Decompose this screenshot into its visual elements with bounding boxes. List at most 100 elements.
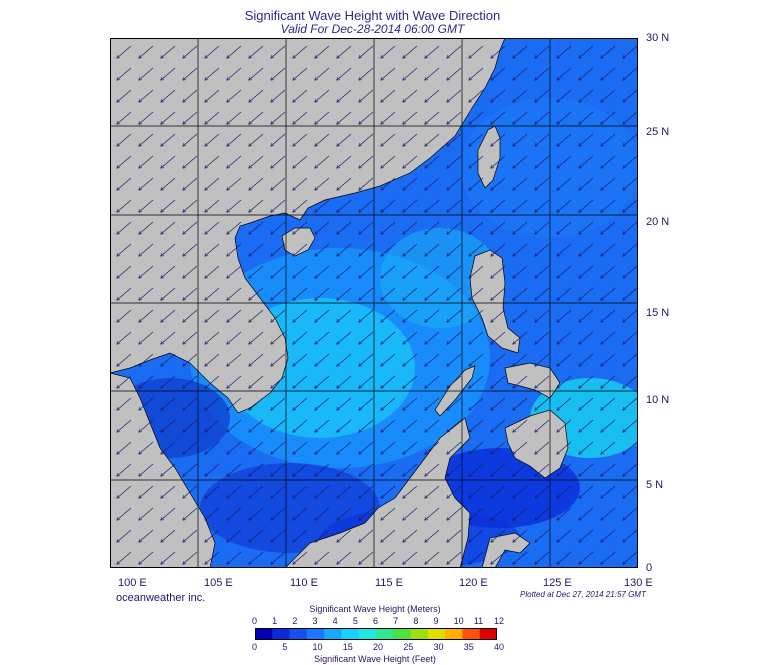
wave-direction-arrow xyxy=(601,397,616,410)
wave-direction-arrow xyxy=(205,375,220,388)
wave-direction-arrow xyxy=(161,397,176,410)
wave-direction-arrow xyxy=(535,243,550,256)
wave-direction-arrow xyxy=(579,221,594,234)
wave-direction-arrow xyxy=(359,287,374,300)
wave-direction-arrow xyxy=(557,485,572,498)
wave-direction-arrow xyxy=(623,67,638,80)
wave-direction-arrow xyxy=(161,309,176,322)
wave-direction-arrow xyxy=(205,507,220,520)
wave-direction-arrow xyxy=(557,287,572,300)
wave-direction-arrow xyxy=(205,177,220,190)
wave-direction-arrow xyxy=(403,133,418,146)
wave-direction-arrow xyxy=(315,45,330,58)
wave-direction-arrow xyxy=(513,485,528,498)
wave-direction-arrow xyxy=(359,111,374,124)
wave-direction-arrow xyxy=(337,485,352,498)
wave-direction-arrow xyxy=(139,419,154,432)
wave-direction-arrow xyxy=(601,67,616,80)
colorbar-swatch xyxy=(376,628,394,640)
lon-label-110e: 110 E xyxy=(290,577,318,589)
wave-direction-arrow xyxy=(161,419,176,432)
wave-direction-arrow xyxy=(623,375,638,388)
lat-label-25n: 25 N xyxy=(646,126,670,138)
wave-direction-arrow xyxy=(469,67,484,80)
wave-direction-arrow xyxy=(557,441,572,454)
colorbar-meters-tick: 0 xyxy=(252,616,258,626)
wave-direction-arrow xyxy=(315,133,330,146)
wave-direction-arrow xyxy=(491,67,506,80)
wave-direction-arrow xyxy=(579,529,594,542)
wave-direction-arrow xyxy=(425,309,440,322)
wave-direction-arrow xyxy=(623,199,638,212)
wave-direction-arrow xyxy=(513,287,528,300)
wave-direction-arrow xyxy=(139,133,154,146)
wave-direction-arrow xyxy=(579,485,594,498)
wave-direction-arrow xyxy=(535,441,550,454)
wave-direction-arrow xyxy=(491,177,506,190)
wave-direction-arrow xyxy=(469,243,484,256)
wave-direction-arrow xyxy=(491,529,506,542)
wave-direction-arrow xyxy=(623,287,638,300)
wave-direction-arrow xyxy=(337,155,352,168)
wave-direction-arrow xyxy=(491,309,506,322)
wave-direction-arrow xyxy=(337,529,352,542)
wave-direction-arrow xyxy=(161,529,176,542)
wave-direction-arrow xyxy=(557,507,572,520)
wave-direction-arrow xyxy=(161,287,176,300)
wave-direction-arrow xyxy=(447,507,462,520)
wave-direction-arrow xyxy=(359,397,374,410)
wave-direction-arrow xyxy=(469,309,484,322)
wave-direction-arrow xyxy=(359,309,374,322)
wave-direction-arrow xyxy=(469,397,484,410)
wave-direction-arrow xyxy=(271,529,286,542)
wave-direction-arrow xyxy=(227,111,242,124)
wave-direction-arrow xyxy=(205,551,220,564)
wave-direction-arrow xyxy=(623,485,638,498)
wave-direction-arrow xyxy=(183,441,198,454)
wave-direction-arrow xyxy=(491,155,506,168)
wave-direction-arrow xyxy=(117,441,132,454)
wave-direction-arrow xyxy=(161,221,176,234)
wave-direction-arrow xyxy=(381,353,396,366)
wave-direction-arrow xyxy=(227,463,242,476)
wave-direction-arrow xyxy=(227,309,242,322)
wave-direction-arrow xyxy=(117,287,132,300)
wave-direction-arrow xyxy=(381,485,396,498)
wave-direction-arrow xyxy=(381,287,396,300)
wave-direction-arrow xyxy=(447,441,462,454)
colorbar-meters-tick: 7 xyxy=(393,616,399,626)
wave-direction-arrow xyxy=(359,419,374,432)
wave-direction-arrow xyxy=(183,551,198,564)
lon-label-120e: 120 E xyxy=(459,577,488,589)
wave-direction-arrow xyxy=(601,287,616,300)
wave-direction-arrow xyxy=(557,111,572,124)
wave-direction-arrow xyxy=(271,67,286,80)
wave-direction-arrow xyxy=(271,441,286,454)
wave-direction-arrow xyxy=(535,529,550,542)
wave-direction-arrow xyxy=(425,397,440,410)
wave-direction-arrow xyxy=(623,221,638,234)
wave-direction-arrow xyxy=(359,485,374,498)
colorbar-feet-tick: 15 xyxy=(342,642,353,652)
wave-direction-arrow xyxy=(315,221,330,234)
lon-label-100e: 100 E xyxy=(118,577,147,589)
wave-direction-arrow xyxy=(359,507,374,520)
wave-direction-arrow xyxy=(205,67,220,80)
colorbar-feet-tick: 35 xyxy=(463,642,474,652)
wave-direction-arrow xyxy=(513,67,528,80)
colorbar-meters-tick: 12 xyxy=(494,616,505,626)
colorbar-meters-tick: 3 xyxy=(312,616,318,626)
wave-direction-arrow xyxy=(293,331,308,344)
wave-direction-arrow xyxy=(315,265,330,278)
wave-direction-arrow xyxy=(557,89,572,102)
wave-direction-arrow xyxy=(315,309,330,322)
wave-direction-arrow xyxy=(513,529,528,542)
wave-direction-arrow xyxy=(271,507,286,520)
wave-direction-arrow xyxy=(293,441,308,454)
wave-direction-arrow xyxy=(535,287,550,300)
chart-subtitle: Valid For Dec-28-2014 06:00 GMT xyxy=(280,22,465,36)
wave-direction-arrow xyxy=(381,441,396,454)
wave-direction-arrow xyxy=(249,441,264,454)
wave-direction-arrow xyxy=(513,309,528,322)
wave-direction-arrow xyxy=(601,419,616,432)
